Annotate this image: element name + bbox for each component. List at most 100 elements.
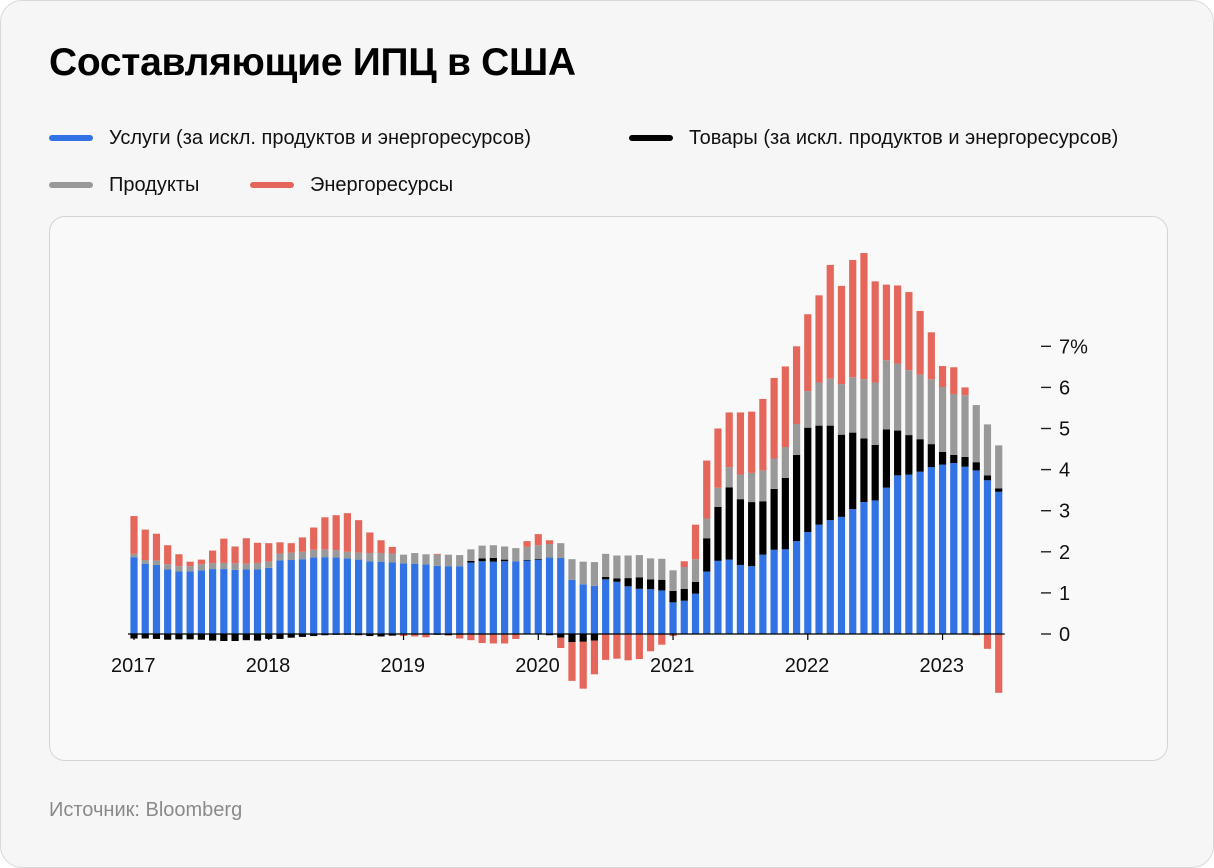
bar-services-2020-10	[635, 588, 643, 634]
bar-goods-2022-05	[849, 432, 857, 510]
bar-food-2019-09	[489, 545, 497, 558]
bar-energy-2022-11	[916, 310, 924, 375]
bar-energy-2020-08	[613, 634, 621, 659]
bar-services-2018-10	[366, 561, 374, 634]
y-tick-label-1: 1	[1059, 583, 1070, 605]
bar-services-2023-06	[995, 491, 1003, 634]
bar-energy-2019-12	[523, 541, 531, 547]
bar-food-2021-12	[792, 423, 801, 455]
bar-goods-2023-06	[995, 488, 1003, 492]
bar-services-2023-05	[983, 480, 992, 634]
bar-services-2018-01	[265, 567, 273, 634]
bar-services-2019-04	[433, 565, 441, 634]
bar-energy-2021-07	[736, 412, 745, 475]
bar-services-2017-10	[231, 569, 239, 634]
bar-food-2018-11	[377, 553, 385, 562]
x-tick-label-2021: 2021	[650, 655, 695, 677]
bar-services-2020-01	[534, 559, 542, 634]
bar-goods-2017-12	[253, 634, 262, 641]
bar-food-2021-03	[691, 559, 700, 582]
bar-food-2020-05	[579, 561, 587, 585]
y-tick-label-5: 5	[1059, 419, 1070, 441]
bar-goods-2018-02	[276, 634, 284, 639]
bar-food-2018-07	[332, 550, 340, 558]
bar-food-2023-03	[961, 395, 969, 457]
bar-goods-2021-04	[703, 538, 711, 572]
bar-services-2021-10	[770, 549, 778, 634]
bar-goods-2017-06	[186, 634, 194, 640]
bar-food-2021-01	[669, 570, 677, 591]
bar-food-2021-02	[680, 567, 688, 589]
bar-food-2023-02	[950, 393, 958, 455]
y-tick-label-6: 6	[1059, 377, 1070, 399]
bar-energy-2019-04	[433, 553, 441, 555]
bar-energy-2022-01	[804, 314, 812, 392]
bar-services-2022-01	[804, 532, 812, 634]
bar-goods-2021-07	[736, 499, 745, 565]
bar-goods-2019-08	[478, 558, 486, 562]
bar-services-2022-05	[849, 509, 857, 634]
bar-energy-2019-03	[422, 634, 430, 638]
bar-energy-2023-04	[972, 634, 980, 636]
bar-food-2018-02	[276, 553, 284, 561]
bar-services-2018-05	[310, 557, 318, 634]
bar-food-2017-04	[164, 564, 172, 570]
bar-energy-2018-10	[366, 532, 374, 554]
bar-energy-2018-08	[343, 513, 351, 552]
bar-food-2019-01	[399, 554, 408, 564]
bar-energy-2017-11	[242, 538, 250, 564]
bar-services-2021-02	[680, 600, 688, 634]
legend-swatch-goods	[629, 135, 673, 141]
bar-food-2023-06	[995, 445, 1003, 489]
bar-food-2023-01	[938, 386, 947, 452]
bar-goods-2020-06	[590, 634, 599, 641]
bar-energy-2019-09	[489, 634, 497, 644]
bar-food-2018-12	[388, 553, 396, 563]
bar-energy-2020-09	[624, 634, 632, 661]
bar-goods-2017-04	[164, 634, 172, 640]
bar-energy-2020-05	[579, 641, 587, 689]
bar-goods-2019-12	[523, 560, 531, 561]
bar-energy-2017-04	[164, 545, 172, 565]
bar-energy-2022-05	[849, 259, 857, 378]
bar-food-2020-03	[557, 543, 565, 558]
bar-food-2021-05	[714, 487, 722, 507]
bar-services-2022-08	[882, 487, 891, 634]
bar-food-2022-02	[815, 382, 823, 426]
bar-energy-2018-05	[310, 527, 318, 550]
bar-services-2017-07	[197, 570, 205, 634]
bar-goods-2023-01	[938, 451, 947, 465]
bar-energy-2021-04	[703, 460, 711, 519]
bar-food-2021-09	[759, 470, 767, 502]
bar-services-2019-08	[478, 561, 486, 634]
bar-food-2022-12	[927, 379, 935, 445]
bar-goods-2018-06	[321, 634, 329, 636]
bar-services-2021-11	[781, 549, 789, 634]
bar-energy-2020-11	[646, 634, 655, 652]
legend-item-energy: Энергоресурсы	[250, 171, 453, 199]
y-tick-label-3: 3	[1059, 501, 1070, 523]
bar-food-2018-03	[287, 552, 295, 561]
y-axis: 0 1 2 3 4 5 6 7%	[1041, 336, 1088, 646]
bar-services-2020-09	[624, 586, 632, 634]
bar-food-2019-10	[500, 546, 509, 560]
bar-services-2017-06	[186, 571, 194, 634]
bar-energy-2021-05	[714, 428, 722, 488]
bar-goods-2020-02	[545, 634, 554, 636]
bar-food-2018-01	[265, 561, 273, 568]
bar-energy-2021-06	[725, 412, 733, 468]
bar-services-2021-04	[703, 571, 711, 634]
bar-goods-2021-11	[781, 477, 789, 550]
legend-label-services: Услуги (за искл. продуктов и энергоресур…	[109, 126, 532, 149]
bar-food-2019-05	[444, 554, 453, 567]
bar-energy-2023-03	[961, 387, 969, 396]
bar-goods-2021-05	[714, 507, 722, 561]
bar-energy-2022-12	[927, 332, 935, 380]
x-tick-label-2018: 2018	[246, 655, 291, 677]
bar-goods-2018-10	[366, 634, 374, 637]
bar-energy-2017-09	[220, 538, 228, 563]
bar-food-2023-05	[983, 424, 992, 476]
bar-energy-2018-03	[287, 543, 295, 553]
bar-energy-2021-12	[792, 346, 801, 424]
bar-services-2023-04	[972, 470, 980, 634]
